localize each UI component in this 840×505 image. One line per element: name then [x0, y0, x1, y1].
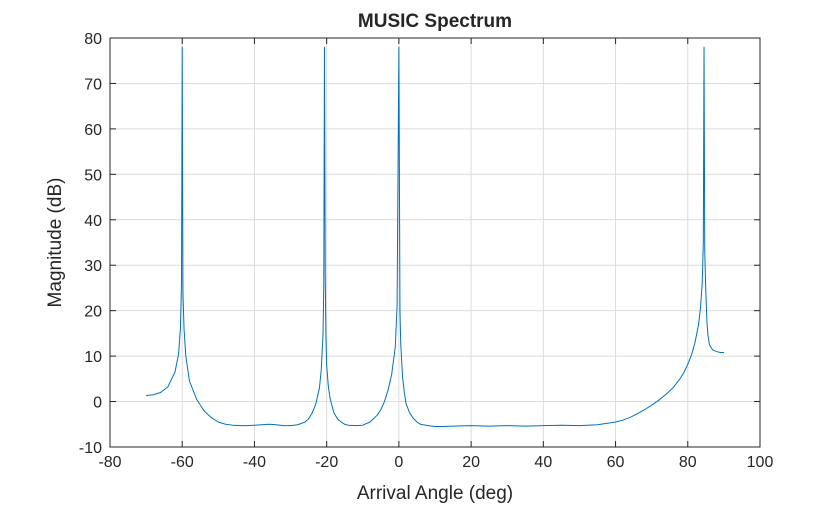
x-tick-label: 40	[534, 454, 552, 471]
plot-area	[110, 38, 760, 447]
x-tick-label: -80	[98, 454, 121, 471]
y-tick-label: -10	[79, 440, 102, 457]
chart-title: MUSIC Spectrum	[358, 11, 512, 32]
y-tick-label: 40	[84, 213, 102, 230]
y-tick-label: 70	[84, 76, 102, 93]
x-tick-label: 0	[394, 454, 403, 471]
y-tick-label: 0	[93, 395, 102, 412]
y-tick-label: 80	[84, 31, 102, 48]
y-tick-label: 20	[84, 304, 102, 321]
y-tick-label: 30	[84, 258, 102, 275]
spectrum-line	[146, 46, 724, 428]
axis-ticks: -80 -60 -40 -20 0 20 40 60 80 100 -10 0 10 20 30 40 50 60…	[79, 31, 774, 471]
axes-frame	[109, 37, 761, 448]
y-axis-label: Magnitude (dB)	[45, 178, 66, 308]
spectrum-series	[146, 46, 724, 428]
x-axis-label: Arrival Angle (deg)	[357, 483, 513, 504]
x-tick-label: 80	[679, 454, 697, 471]
x-tick-label: -60	[171, 454, 194, 471]
x-tick-label: 20	[462, 454, 480, 471]
y-tick-label: 50	[84, 167, 102, 184]
x-tick-label: -40	[243, 454, 266, 471]
y-tick-label: 10	[84, 349, 102, 366]
y-tick-label: 60	[84, 122, 102, 139]
x-tick-label: 100	[747, 454, 774, 471]
x-tick-label: -20	[315, 454, 338, 471]
x-tick-label: 60	[607, 454, 625, 471]
